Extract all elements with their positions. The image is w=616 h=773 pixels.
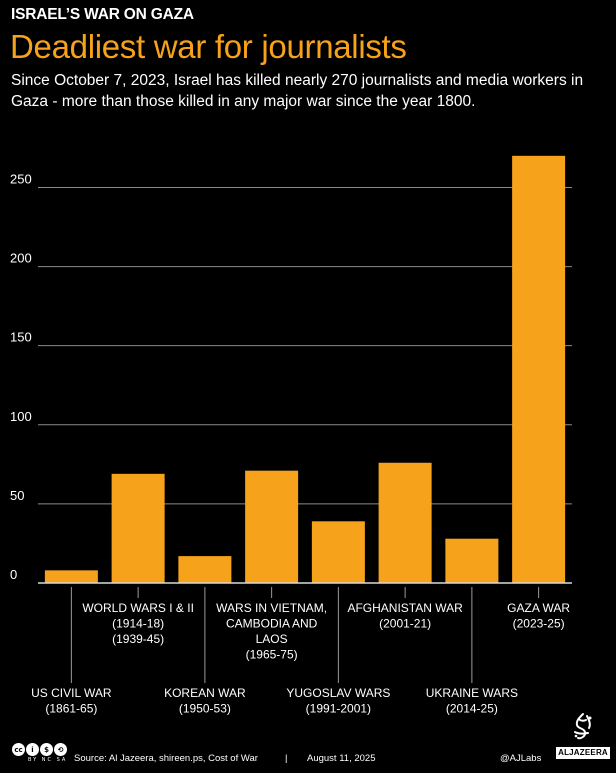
aljazeera-logo: ALJAZEERA bbox=[556, 712, 610, 768]
bar bbox=[44, 570, 98, 583]
y-tick-label: 0 bbox=[10, 567, 17, 582]
publish-date: August 11, 2025 bbox=[307, 753, 376, 764]
aljazeera-calligraphy-icon bbox=[574, 713, 592, 740]
bar-chart: 0 50 100 150 200 250 US CIVIL WAR (1861-65) WORL… bbox=[10, 155, 572, 716]
creative-commons-icon: cc i $ ⟲ BY NC SA bbox=[12, 743, 68, 765]
chart-subtitle: Since October 7, 2023, Israel has killed… bbox=[11, 72, 584, 110]
x-tick-label: US CIVIL WAR (1861-65) bbox=[31, 686, 112, 716]
x-tick-label: WARS IN VIETNAM, CAMBODIA AND LAOS (1965-75… bbox=[216, 601, 327, 662]
source-text: Source: Al Jazeera, shireen.ps, Cost of … bbox=[74, 753, 258, 764]
ajlabs-handle: @AJLabs bbox=[500, 753, 542, 764]
bar bbox=[178, 556, 232, 583]
bar bbox=[111, 473, 165, 583]
x-tick-label: WORLD WARS I & II (1914-18) (1939-45) bbox=[82, 601, 194, 646]
bar bbox=[378, 462, 432, 583]
bar bbox=[445, 538, 499, 583]
y-tick-label: 100 bbox=[10, 409, 32, 424]
y-tick-label: 250 bbox=[10, 171, 32, 186]
footer: cc i $ ⟲ BY NC SA Source: Al Jazeera, shire… bbox=[0, 713, 616, 773]
bar bbox=[512, 155, 566, 584]
bar bbox=[311, 521, 365, 583]
y-tick-label: 200 bbox=[10, 251, 32, 266]
x-tick-label: YUGOSLAV WARS (1991-2001) bbox=[286, 686, 390, 716]
chart-kicker: ISRAEL’S WAR ON GAZA bbox=[11, 6, 194, 23]
chart-title: Deadliest war for journalists bbox=[10, 28, 407, 65]
y-tick-label: 150 bbox=[10, 330, 32, 345]
x-tick-label: AFGHANISTAN WAR (2001-21) bbox=[347, 601, 463, 631]
footer-separator: | bbox=[285, 753, 288, 764]
x-tick-label: UKRAINE WARS (2014-25) bbox=[426, 686, 518, 716]
x-tick-label: GAZA WAR (2023-25) bbox=[507, 601, 570, 631]
bar bbox=[245, 470, 299, 583]
x-tick-label: KOREAN WAR (1950-53) bbox=[164, 686, 246, 716]
y-tick-label: 50 bbox=[10, 488, 24, 503]
